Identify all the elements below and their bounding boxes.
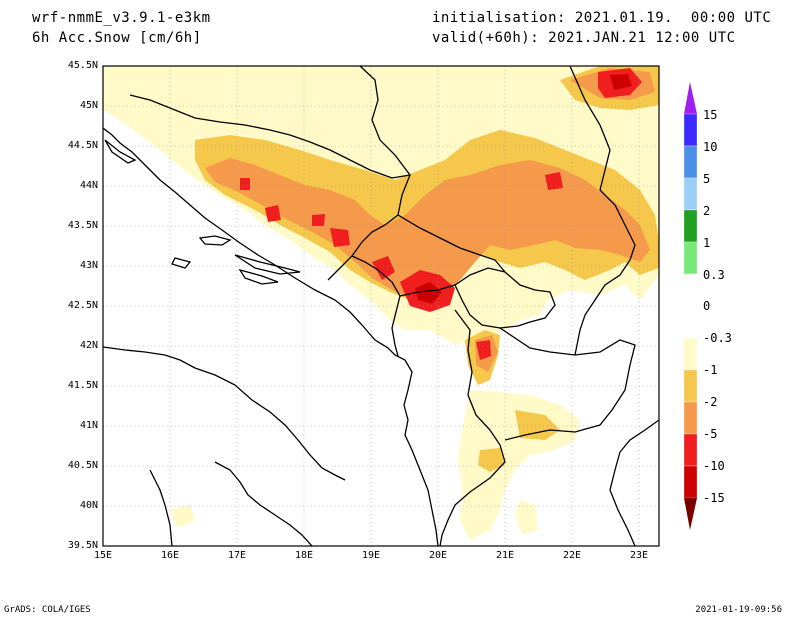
lat-tick-label: 43.5N xyxy=(67,220,98,231)
colorbar-bottom-arrow xyxy=(684,498,697,530)
colorbar-label: 5 xyxy=(703,172,711,186)
colorbar-label: -5 xyxy=(703,427,718,441)
border xyxy=(327,66,411,281)
coastline xyxy=(103,346,346,481)
lon-tick-label: 19E xyxy=(361,550,381,561)
colorbar-swatch xyxy=(683,273,698,307)
colorbar-label: -10 xyxy=(703,459,725,473)
lat-tick-label: 41.5N xyxy=(67,380,98,391)
border xyxy=(499,327,636,441)
lon-tick-label: 23E xyxy=(629,550,649,561)
lon-tick-label: 17E xyxy=(227,550,247,561)
lat-tick-label: 44N xyxy=(79,180,98,191)
boundaries xyxy=(103,66,659,546)
snow-zone-darkred xyxy=(415,74,632,304)
island xyxy=(198,235,232,246)
lon-tick-label: 20E xyxy=(428,550,448,561)
snow-zone-yellow xyxy=(515,410,560,440)
lon-tick-label: 16E xyxy=(160,550,180,561)
colorbar-label: 2 xyxy=(703,204,711,218)
island xyxy=(238,268,279,285)
colorbar-swatch xyxy=(683,465,698,499)
colorbar-swatch xyxy=(683,337,698,371)
colorbar-swatch xyxy=(683,145,698,179)
lat-tick-label: 42N xyxy=(79,340,98,351)
snow-zone-yellow xyxy=(478,448,505,472)
snow-field xyxy=(103,66,659,540)
lat-tick-label: 40.5N xyxy=(67,460,98,471)
colorbar-swatch xyxy=(683,305,698,339)
coastline xyxy=(214,461,313,546)
colorbar-label: 0 xyxy=(703,299,711,313)
colorbar-label: 15 xyxy=(703,108,718,122)
snow-zone-light xyxy=(170,505,195,528)
border xyxy=(569,66,611,191)
map-frame xyxy=(102,65,660,547)
colorbar-swatch xyxy=(683,113,698,147)
valid-time-label: valid(+60h): 2021.JAN.21 12:00 UTC xyxy=(432,30,736,46)
island xyxy=(234,254,301,275)
lat-tick-label: 43N xyxy=(79,260,98,271)
colorbar-swatch xyxy=(683,369,698,403)
snow-zone-light xyxy=(515,500,538,535)
lon-tick-label: 22E xyxy=(562,550,582,561)
variable-title: 6h Acc.Snow [cm/6h] xyxy=(32,30,202,46)
lon-tick-label: 18E xyxy=(294,550,314,561)
border xyxy=(439,309,506,546)
colorbar-top-arrow xyxy=(684,82,697,114)
lat-tick-label: 42.5N xyxy=(67,300,98,311)
lat-tick-label: 41N xyxy=(79,420,98,431)
border xyxy=(129,94,411,179)
lat-tick-label: 44.5N xyxy=(67,140,98,151)
border xyxy=(454,284,531,329)
lon-tick-label: 21E xyxy=(495,550,515,561)
colorbar-label: -2 xyxy=(703,395,718,409)
model-title: wrf-nmmE_v3.9.1-e3km xyxy=(32,10,211,26)
initialisation-label: initialisation: 2021.01.19. 00:00 UTC xyxy=(432,10,772,26)
colorbar-label: -0.3 xyxy=(703,331,732,345)
border xyxy=(574,189,636,356)
colorbar xyxy=(683,82,698,530)
coastline xyxy=(609,419,659,546)
lon-tick-label: 15E xyxy=(93,550,113,561)
snow-zone-orange xyxy=(205,158,650,300)
colorbar-swatch xyxy=(683,401,698,435)
lat-tick-label: 39.5N xyxy=(67,540,98,551)
island xyxy=(171,257,192,269)
lat-tick-label: 40N xyxy=(79,500,98,511)
colorbar-label: -1 xyxy=(703,363,718,377)
grads-credit: GrADS: COLA/IGES xyxy=(4,605,91,615)
colorbar-swatch xyxy=(683,241,698,275)
coastline xyxy=(103,127,439,546)
lat-tick-label: 45.5N xyxy=(67,60,98,71)
lat-tick-label: 45N xyxy=(79,100,98,111)
colorbar-swatch xyxy=(683,209,698,243)
coastline xyxy=(149,469,173,546)
colorbar-label: 0.3 xyxy=(703,268,725,282)
graticule xyxy=(103,66,659,546)
colorbar-label: -15 xyxy=(703,491,725,505)
island xyxy=(104,139,137,164)
colorbar-swatch xyxy=(683,433,698,467)
generation-timestamp: 2021-01-19-09:56 xyxy=(695,605,782,615)
colorbar-label: 10 xyxy=(703,140,718,154)
colorbar-swatch xyxy=(683,177,698,211)
colorbar-label: 1 xyxy=(703,236,711,250)
